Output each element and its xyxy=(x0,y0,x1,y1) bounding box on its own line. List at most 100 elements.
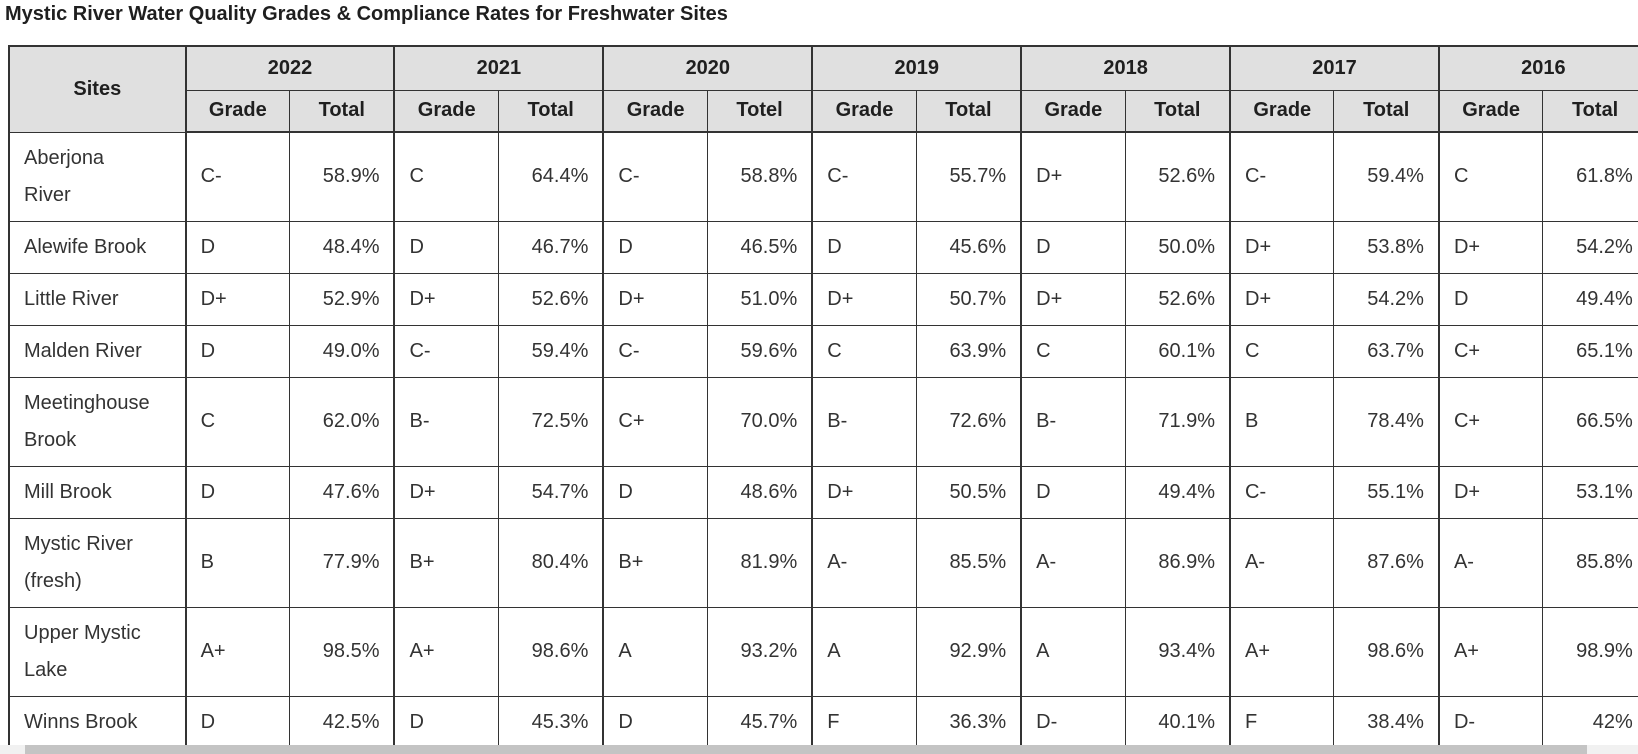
table-row: Winns Brook D 42.5% D 45.3% D 45.7% F 36.3% D- 40.… xyxy=(8,695,1638,745)
grade-cell: D+ xyxy=(393,272,499,326)
total-cell: 47.6% xyxy=(289,465,395,519)
sites-header: Sites xyxy=(8,45,187,133)
total-cell: 55.7% xyxy=(915,131,1022,222)
total-cell: 49.4% xyxy=(1124,465,1231,519)
grade-cell: D+ xyxy=(184,272,291,326)
site-name-text: Mystic River (fresh) xyxy=(24,532,133,592)
grade-cell: B xyxy=(184,517,291,608)
grade-cell: D xyxy=(1437,272,1544,326)
grade-column-header: Grade xyxy=(602,89,708,133)
grade-cell: B- xyxy=(1020,376,1126,467)
grade-cell: D+ xyxy=(811,272,917,326)
total-cell: 55.1% xyxy=(1333,465,1440,519)
site-name-text: Winns Brook xyxy=(24,710,138,733)
grade-cell: C- xyxy=(602,324,708,378)
grade-cell: D xyxy=(602,695,708,745)
grade-cell: A+ xyxy=(1437,606,1544,697)
total-cell: 78.4% xyxy=(1333,376,1440,467)
grade-cell: C- xyxy=(811,131,917,222)
total-cell: 72.6% xyxy=(915,376,1022,467)
total-cell: 98.6% xyxy=(497,606,604,697)
total-cell: 59.4% xyxy=(497,324,604,378)
total-cell: 66.5% xyxy=(1542,376,1638,467)
total-cell: 98.5% xyxy=(289,606,395,697)
total-cell: 45.3% xyxy=(497,695,604,745)
grade-cell: C- xyxy=(1229,131,1335,222)
total-cell: 51.0% xyxy=(706,272,813,326)
grade-cell: B+ xyxy=(393,517,499,608)
total-cell: 52.6% xyxy=(1124,131,1231,222)
grade-cell: D xyxy=(1020,220,1126,274)
grade-cell: D+ xyxy=(811,465,917,519)
grade-cell: A+ xyxy=(393,606,499,697)
total-cell: 62.0% xyxy=(289,376,395,467)
horizontal-scrollbar-track[interactable] xyxy=(0,745,1638,754)
grade-cell: D+ xyxy=(1020,272,1126,326)
total-cell: 45.6% xyxy=(915,220,1022,274)
total-cell: 98.9% xyxy=(1542,606,1638,697)
grade-cell: B- xyxy=(393,376,499,467)
total-cell: 58.9% xyxy=(289,131,395,222)
horizontal-scrollbar-thumb[interactable] xyxy=(25,745,1587,754)
total-cell: 46.7% xyxy=(497,220,604,274)
total-cell: 85.5% xyxy=(915,517,1022,608)
grade-cell: D xyxy=(1020,465,1126,519)
site-name-text: Upper Mystic Lake xyxy=(24,621,141,681)
grade-cell: D xyxy=(811,220,917,274)
grade-cell: D+ xyxy=(1020,131,1126,222)
grade-cell: C xyxy=(393,131,499,222)
site-name-text: Little River xyxy=(24,287,119,310)
total-cell: 80.4% xyxy=(497,517,604,608)
grade-cell: D xyxy=(184,324,291,378)
grade-column-header: Grade xyxy=(184,89,291,133)
total-cell: 40.1% xyxy=(1124,695,1231,745)
grade-cell: A- xyxy=(1229,517,1335,608)
grade-cell: D xyxy=(184,695,291,745)
grade-column-header: Grade xyxy=(1020,89,1126,133)
grade-cell: D+ xyxy=(393,465,499,519)
total-cell: 65.1% xyxy=(1542,324,1638,378)
grade-cell: C+ xyxy=(1437,324,1544,378)
grade-cell: D xyxy=(393,695,499,745)
total-cell: 59.4% xyxy=(1333,131,1440,222)
total-cell: 46.5% xyxy=(706,220,813,274)
grade-cell: C xyxy=(1020,324,1126,378)
site-name-cell: Meetinghouse Brook xyxy=(8,376,187,467)
site-name-cell: Mystic River (fresh) xyxy=(8,517,187,608)
site-name-text: Alewife Brook xyxy=(24,235,147,258)
total-cell: 86.9% xyxy=(1124,517,1231,608)
total-cell: 98.6% xyxy=(1333,606,1440,697)
total-cell: 63.9% xyxy=(915,324,1022,378)
year-header: 2019 xyxy=(811,45,1022,91)
site-name-cell: Upper Mystic Lake xyxy=(8,606,187,697)
grade-cell: C+ xyxy=(602,376,708,467)
grade-cell: A+ xyxy=(1229,606,1335,697)
total-cell: 50.7% xyxy=(915,272,1022,326)
grades-table: Sites 2022 2021 2020 2019 2018 2017 2016 Grade To… xyxy=(8,45,1638,745)
total-cell: 72.5% xyxy=(497,376,604,467)
table-row: Alewife Brook D 48.4% D 46.7% D 46.5% D 45.6% D 50… xyxy=(8,220,1638,274)
table-row: Meetinghouse Brook C 62.0% B- 72.5% C+ 70.0% B-… xyxy=(8,376,1638,467)
total-cell: 54.2% xyxy=(1333,272,1440,326)
grade-cell: C xyxy=(811,324,917,378)
grade-cell: C- xyxy=(184,131,291,222)
total-cell: 50.0% xyxy=(1124,220,1231,274)
grade-cell: D+ xyxy=(1229,220,1335,274)
grade-cell: D- xyxy=(1437,695,1544,745)
table-row: Mystic River (fresh) B 77.9% B+ 80.4% B+ 81.9%… xyxy=(8,517,1638,608)
grade-cell: C+ xyxy=(1437,376,1544,467)
total-cell: 36.3% xyxy=(915,695,1022,745)
total-column-header: Total xyxy=(915,89,1022,133)
total-cell: 93.2% xyxy=(706,606,813,697)
grade-cell: C- xyxy=(393,324,499,378)
table-viewport: Sites 2022 2021 2020 2019 2018 2017 2016 Grade To… xyxy=(8,45,1638,745)
grade-cell: A- xyxy=(1020,517,1126,608)
total-column-header: Totel xyxy=(706,89,813,133)
page-title: Mystic River Water Quality Grades & Comp… xyxy=(5,3,728,25)
year-header: 2022 xyxy=(184,45,395,91)
grade-cell: C- xyxy=(602,131,708,222)
total-column-header: Total xyxy=(497,89,604,133)
total-cell: 52.6% xyxy=(497,272,604,326)
total-cell: 59.6% xyxy=(706,324,813,378)
site-name-cell: Aberjona River xyxy=(8,131,187,222)
